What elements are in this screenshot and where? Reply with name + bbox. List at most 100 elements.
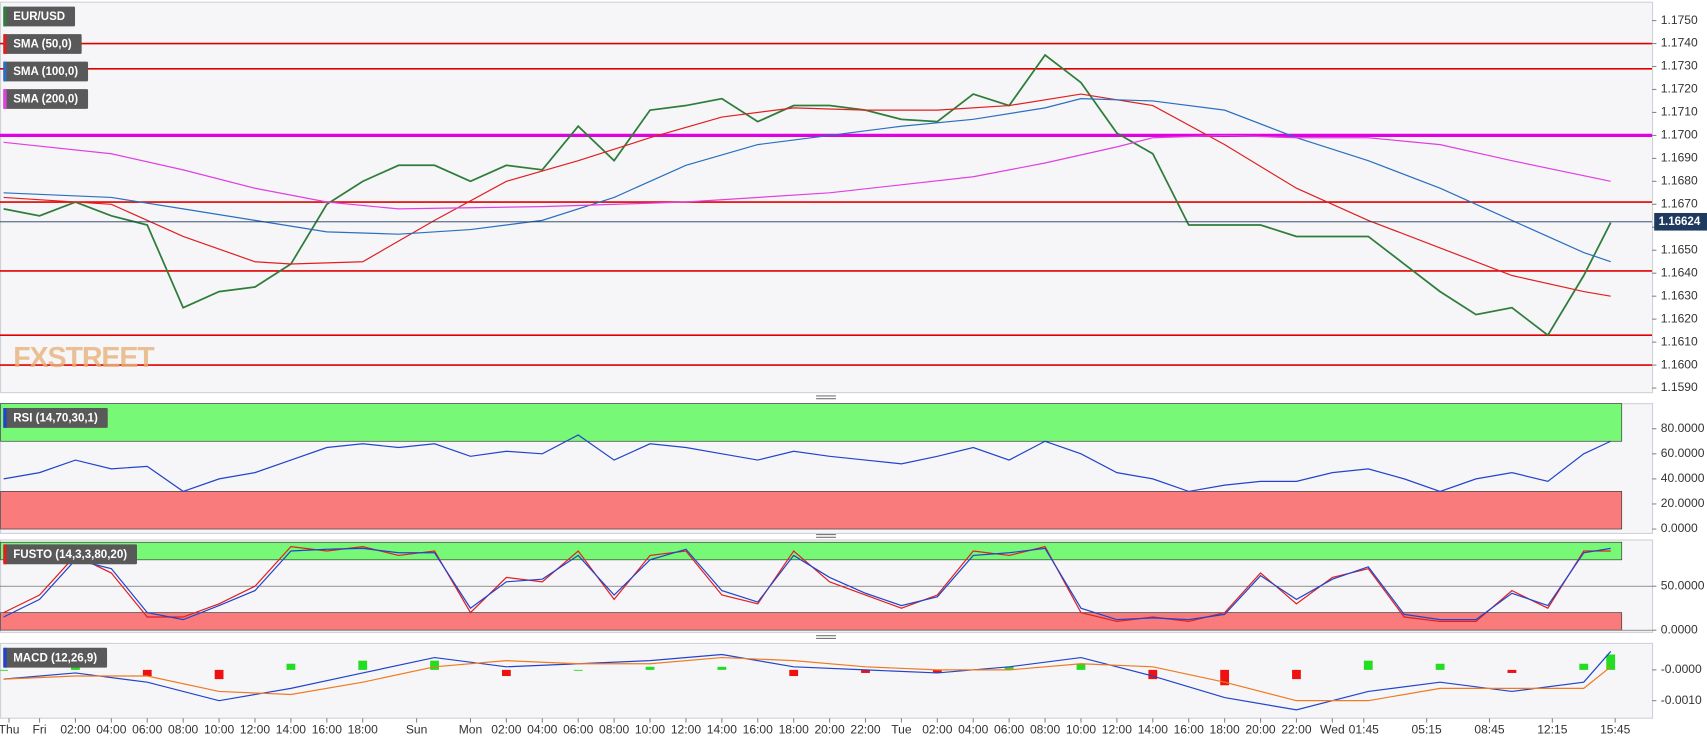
histogram-bar (1076, 663, 1086, 670)
x-tick-label: 08:00 (599, 722, 630, 736)
y-tick-label: 0.0000 (1661, 521, 1698, 535)
x-tick-label: 10:00 (1066, 722, 1097, 736)
series-line (3, 656, 1612, 702)
series-line (3, 134, 1611, 210)
histogram-bar (1579, 663, 1589, 670)
panel: 1.1590 1.1600 1.1610 1.1620 1.1630 1.1640 1.16… (0, 1, 1707, 394)
histogram-bar (1292, 669, 1301, 680)
label-box-strip (3, 34, 7, 54)
x-tick-label: Thu (0, 722, 19, 736)
panel: -0.0010 -0.0000 MACD (12,26,9) Thu Fri 02:00 0… (0, 642, 1702, 736)
label-box (3, 89, 89, 109)
series-line (3, 98, 1611, 263)
label-box (3, 61, 89, 82)
zone-band (0, 541, 1623, 561)
x-tick-label: 10:00 (635, 722, 666, 736)
zone-band (0, 403, 1623, 442)
histogram-bar (1148, 669, 1158, 680)
y-tick-label: 20.0000 (1661, 496, 1705, 510)
y-tick-label: 1.1730 (1661, 59, 1698, 73)
x-tick-label: Mon (459, 722, 483, 736)
histogram-bar (142, 669, 152, 677)
y-tick-label: 40.0000 (1661, 471, 1705, 485)
label-box (3, 34, 82, 54)
histogram-bar (1606, 654, 1616, 670)
y-tick-label: -0.0010 (1661, 693, 1702, 707)
panel-background (0, 1, 1654, 394)
panel: 0.0000 50.0000 FUSTO (14,3,3,80,20) (0, 539, 1705, 636)
label-text: SMA (50,0) (13, 39, 72, 51)
histogram-bar (1004, 666, 1014, 670)
y-tick-label: 0.0000 (1661, 622, 1698, 636)
histogram-bar (861, 669, 870, 673)
label-text: SMA (100,0) (13, 66, 78, 78)
x-tick-label: Wed (1320, 722, 1345, 736)
histogram-bar (71, 666, 80, 670)
label-box (3, 544, 137, 565)
x-tick-label: 04:00 (96, 722, 127, 736)
label-box-strip (3, 408, 7, 428)
x-tick-label: 14:00 (707, 722, 738, 736)
series-line (3, 93, 1611, 297)
histogram-bar (358, 660, 368, 670)
x-tick-label: 20:00 (1245, 722, 1276, 736)
x-tick-label: 06:00 (994, 722, 1025, 736)
y-tick-label: 1.1700 (1661, 128, 1698, 142)
x-tick-label: 04:00 (958, 722, 989, 736)
zone-band (0, 491, 1623, 530)
y-tick-label: 1.1740 (1661, 36, 1698, 50)
current-price-label: 1.16624 (1659, 216, 1701, 228)
histogram-bar (286, 663, 296, 670)
current-price-tag (1654, 212, 1707, 231)
label-box-strip (3, 89, 7, 109)
x-tick-label: 05:15 (1412, 722, 1443, 736)
x-tick-label: 18:00 (779, 722, 810, 736)
label-text: MACD (12,26,9) (13, 652, 97, 664)
y-tick-label: 1.1670 (1661, 197, 1698, 211)
label-box-strip (3, 61, 7, 82)
zone-band (0, 612, 1623, 631)
y-tick-label: 1.1640 (1661, 265, 1698, 279)
label-box-strip (3, 544, 7, 565)
x-tick-label: 06:00 (563, 722, 594, 736)
label-box (3, 647, 108, 668)
histogram-bar (573, 669, 583, 671)
x-tick-label: 22:00 (850, 722, 881, 736)
x-tick-label: 02:00 (60, 722, 91, 736)
y-tick-label: 50.0000 (1661, 578, 1705, 592)
histogram-bar (1363, 660, 1373, 670)
histogram-bar (1435, 663, 1445, 670)
y-tick-label: 1.1620 (1661, 311, 1698, 325)
histogram-bar (0, 669, 9, 671)
panel-background (0, 642, 1654, 719)
y-tick-label: 80.0000 (1661, 421, 1705, 435)
x-tick-label: 04:00 (527, 722, 558, 736)
label-box (3, 6, 76, 27)
x-tick-label: 14:00 (276, 722, 307, 736)
series-line (3, 651, 1612, 711)
x-tick-label: 22:00 (1281, 722, 1312, 736)
label-text: FUSTO (14,3,3,80,20) (13, 549, 127, 561)
x-tick-label: 08:00 (1030, 722, 1061, 736)
series-line (3, 547, 1611, 621)
y-tick-label: -0.0000 (1661, 662, 1702, 676)
x-tick-label: 16:00 (743, 722, 774, 736)
x-tick-label: Sun (406, 722, 428, 736)
panel: 0.0000 20.0000 40.0000 60.0000 80.0000 RSI (1… (0, 403, 1705, 535)
label-text: EUR/USD (13, 11, 65, 23)
label-box (3, 408, 108, 428)
label-text: RSI (14,70,30,1) (13, 413, 98, 425)
watermark: FXSTREET (13, 342, 155, 374)
y-tick-label: 1.1610 (1661, 334, 1698, 348)
histogram-bar (501, 669, 511, 677)
x-tick-label: 10:00 (204, 722, 235, 736)
y-tick-label: 1.1720 (1661, 82, 1698, 96)
histogram-bar (717, 666, 727, 670)
y-tick-label: 1.1600 (1661, 357, 1698, 371)
x-tick-label: 12:00 (240, 722, 271, 736)
x-tick-label: 02:00 (491, 722, 522, 736)
histogram-bar (214, 669, 224, 680)
x-tick-label: 08:00 (168, 722, 199, 736)
